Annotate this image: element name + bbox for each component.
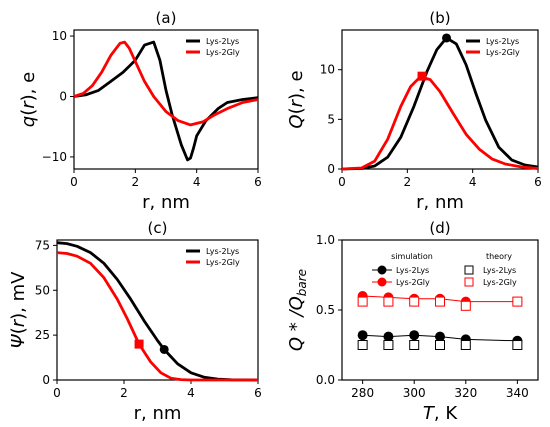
- series-marker: [134, 339, 144, 349]
- legend-swatch: [377, 265, 387, 275]
- plot-frame: [56, 239, 259, 381]
- data-point: [383, 296, 394, 307]
- y-tick-label: 0: [42, 373, 50, 387]
- legend-label: Lys-2Lys: [206, 247, 239, 256]
- x-tick-label: 4: [469, 175, 477, 189]
- data-point: [460, 300, 471, 311]
- data-point: [435, 296, 445, 307]
- panel-3: (c) 0 2 4 6 0 25 50 75 r, nm Ψ(r), mV Lys-2Lys Lys-2…: [8, 219, 262, 424]
- x-tick-label: 4: [187, 386, 195, 400]
- data-point: [435, 340, 445, 350]
- panel-label: (c): [148, 219, 168, 237]
- series-line-2: [341, 75, 539, 171]
- series-line-2: [73, 40, 259, 127]
- panel-label: (d): [429, 219, 450, 237]
- y-tick-label: 0.5: [316, 303, 335, 317]
- legend-label: Lys-2Gly: [483, 278, 517, 287]
- y-tick-label: 0: [59, 89, 67, 103]
- x-tick-label: 2: [404, 175, 412, 189]
- data-point: [512, 340, 523, 350]
- x-tick-label: 2: [120, 386, 128, 400]
- panel-label: (b): [429, 9, 450, 27]
- series-line-1: [341, 36, 539, 171]
- panel-4: (d) 280 300 320 340 0.0 0.5 1.0 T, K Q * /Qbare si…: [286, 219, 539, 424]
- legend-label: Lys-2Lys: [206, 37, 239, 46]
- x-axis-label: r, nm: [134, 403, 182, 424]
- data-point: [460, 340, 471, 350]
- data-point: [357, 330, 368, 341]
- legend-label: Lys-2Gly: [486, 48, 520, 57]
- data-point: [383, 331, 394, 342]
- data-point: [357, 296, 368, 307]
- plot-frame: [341, 29, 539, 170]
- x-tick-label: 6: [254, 175, 262, 189]
- legend-label: Lys-2Lys: [396, 266, 429, 275]
- x-tick-label: 320: [454, 386, 477, 400]
- y-tick-label: 75: [35, 238, 50, 252]
- x-tick-label: 0: [53, 386, 61, 400]
- data-point: [512, 296, 523, 307]
- y-tick-label: 5: [327, 112, 335, 126]
- panel-label: (a): [156, 9, 177, 27]
- data-point: [409, 330, 420, 341]
- legend-title: simulation: [391, 252, 433, 261]
- legend-label: Lys-2Lys: [483, 266, 516, 275]
- x-tick-label: 340: [506, 386, 529, 400]
- x-tick-label: 4: [193, 175, 201, 189]
- legend-title: theory: [486, 252, 512, 261]
- y-tick-label: 10: [52, 29, 67, 43]
- x-tick-label: 2: [132, 175, 140, 189]
- x-tick-label: 0: [70, 175, 78, 189]
- legend-swatch: [464, 277, 474, 287]
- y-tick-label: 0: [327, 162, 335, 176]
- x-axis-label: r, nm: [416, 192, 464, 213]
- data-point: [409, 296, 420, 307]
- y-tick-label: 10: [320, 63, 335, 77]
- x-tick-label: 300: [403, 386, 426, 400]
- legend-label: Lys-2Gly: [206, 258, 240, 267]
- series-marker: [442, 33, 452, 43]
- y-tick-label: 50: [35, 283, 50, 297]
- y-tick-label: −10: [42, 150, 67, 164]
- legend-swatch: [464, 265, 474, 275]
- x-tick-label: 6: [534, 175, 542, 189]
- x-tick-label: 0: [338, 175, 346, 189]
- panel-2: (b) 0 2 4 6 0 5 10 r, nm Q(r), e Lys-2Lys Lys-2Gly: [286, 9, 542, 213]
- series-line-2: [56, 251, 258, 382]
- legend-swatch: [377, 277, 387, 287]
- legend-label: Lys-2Gly: [396, 278, 430, 287]
- y-tick-label: 1.0: [316, 233, 335, 247]
- x-axis-label: r, nm: [142, 192, 190, 213]
- plot-frame: [341, 239, 539, 381]
- legend-label: Lys-2Lys: [486, 37, 519, 46]
- x-axis-label: T, K: [423, 403, 458, 424]
- series-marker: [417, 71, 427, 81]
- data-point: [409, 340, 420, 350]
- x-tick-label: 280: [351, 386, 374, 400]
- legend-label: Lys-2Gly: [206, 48, 240, 57]
- y-axis-label: q(r), e: [18, 72, 39, 127]
- y-tick-label: 25: [35, 328, 50, 342]
- data-point: [383, 340, 394, 350]
- y-axis-label: Q * /Qbare: [286, 269, 309, 351]
- y-axis-label: Q(r), e: [286, 70, 307, 128]
- data-point: [357, 340, 368, 350]
- series-line-1: [56, 241, 259, 382]
- x-tick-label: 6: [254, 386, 262, 400]
- data-point: [435, 331, 445, 342]
- y-axis-label: Ψ(r), mV: [8, 271, 29, 349]
- series-marker: [159, 344, 169, 354]
- y-tick-label: 0.0: [316, 373, 335, 387]
- series-line-1: [73, 40, 259, 162]
